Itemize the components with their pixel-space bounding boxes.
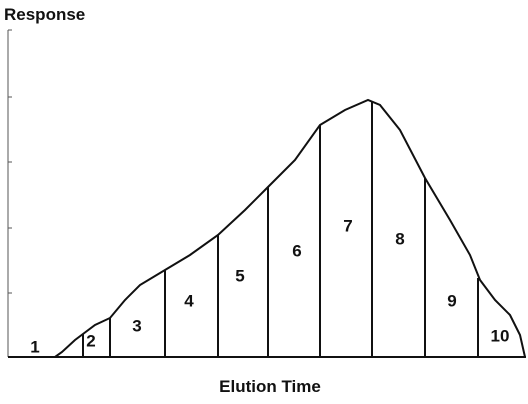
fraction-label: 4	[184, 291, 194, 310]
fraction-label: 2	[86, 331, 95, 350]
fraction-label: 5	[235, 266, 244, 285]
fraction-label: 9	[447, 291, 456, 310]
elution-curve	[8, 98, 526, 358]
fraction-dividers	[82, 101, 479, 357]
fraction-label: 1	[30, 337, 39, 356]
y-axis-label: Response	[4, 5, 85, 24]
fraction-label: 7	[343, 216, 352, 235]
x-axis-label: Elution Time	[219, 377, 321, 396]
fraction-labels: 1 2 3 4 5 6 7 8 9 10	[30, 216, 509, 356]
fraction-label: 6	[292, 241, 301, 260]
fraction-label: 8	[395, 229, 404, 248]
fraction-label: 3	[132, 316, 141, 335]
fraction-label: 10	[491, 326, 510, 345]
